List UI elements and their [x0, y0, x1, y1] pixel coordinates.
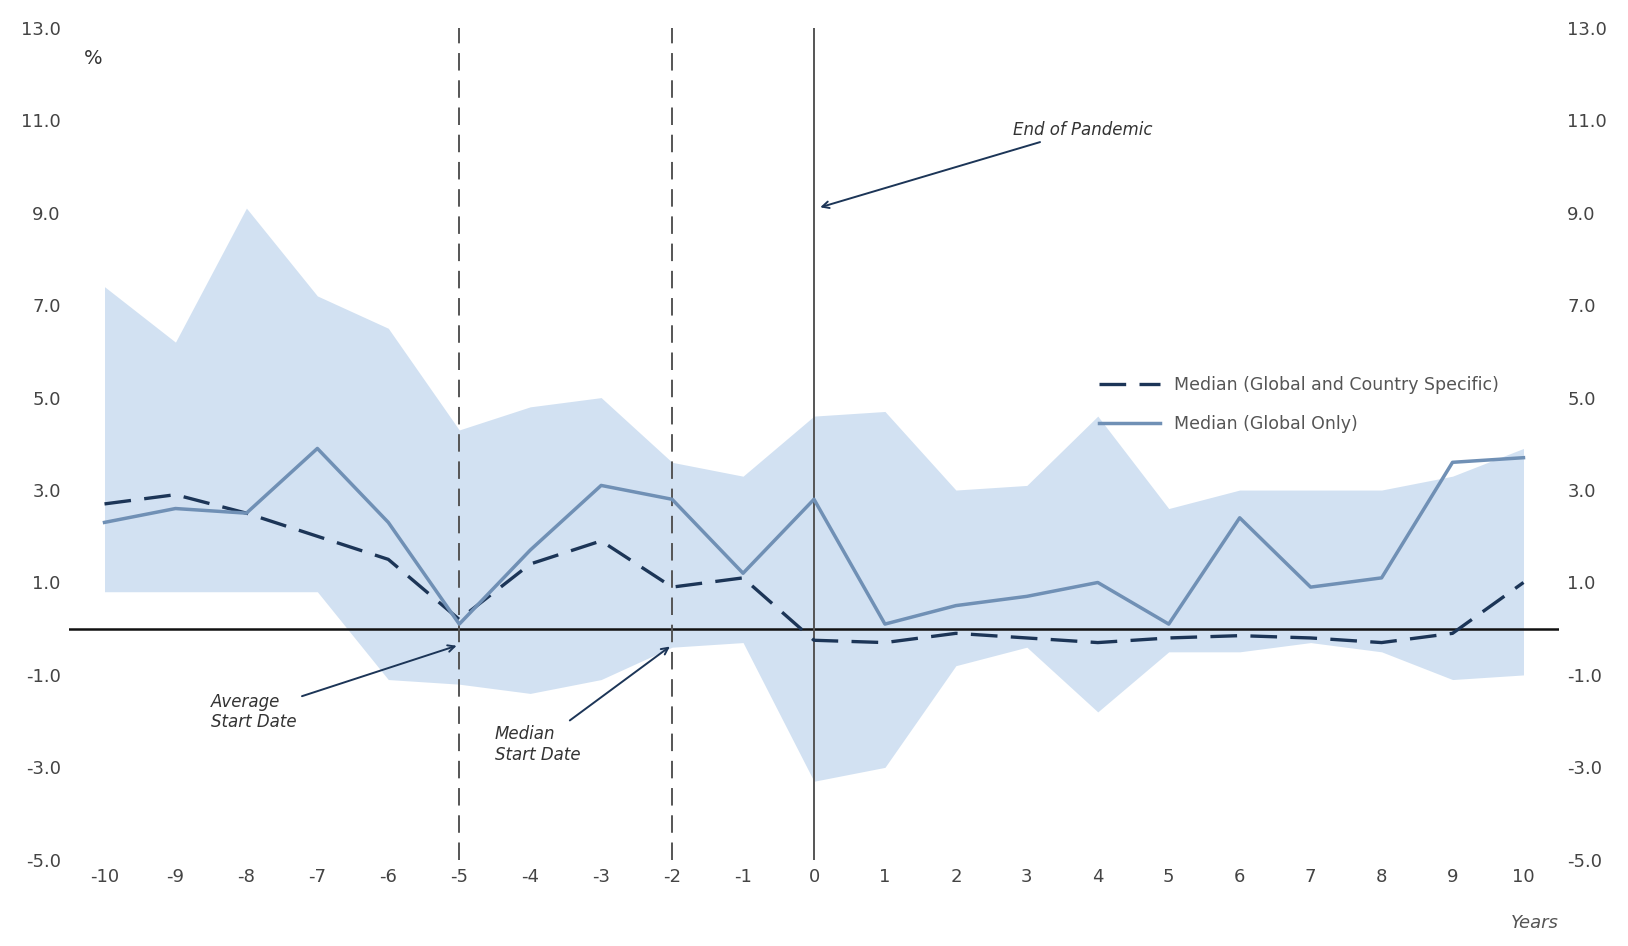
Text: %: % — [85, 48, 103, 67]
Text: Years: Years — [1511, 914, 1560, 932]
Text: Median
Start Date: Median Start Date — [495, 648, 667, 763]
Text: Average
Start Date: Average Start Date — [212, 645, 454, 731]
Legend: Median (Global and Country Specific), Median (Global Only): Median (Global and Country Specific), Me… — [1092, 369, 1506, 440]
Text: End of Pandemic: End of Pandemic — [822, 120, 1153, 208]
